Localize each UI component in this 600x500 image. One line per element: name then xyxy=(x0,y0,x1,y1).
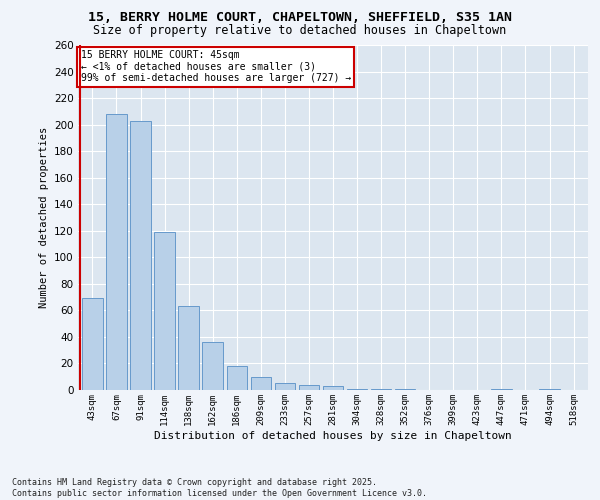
Bar xyxy=(202,342,223,390)
Bar xyxy=(299,384,319,390)
Text: 15 BERRY HOLME COURT: 45sqm
← <1% of detached houses are smaller (3)
99% of semi: 15 BERRY HOLME COURT: 45sqm ← <1% of det… xyxy=(80,50,351,84)
Bar xyxy=(371,388,391,390)
Bar xyxy=(251,376,271,390)
Bar xyxy=(227,366,247,390)
Y-axis label: Number of detached properties: Number of detached properties xyxy=(38,127,49,308)
Bar xyxy=(395,388,415,390)
Bar xyxy=(82,298,103,390)
Bar xyxy=(130,120,151,390)
Bar xyxy=(539,388,560,390)
Text: Contains HM Land Registry data © Crown copyright and database right 2025.
Contai: Contains HM Land Registry data © Crown c… xyxy=(12,478,427,498)
Bar xyxy=(106,114,127,390)
Bar xyxy=(178,306,199,390)
Bar xyxy=(323,386,343,390)
Bar xyxy=(491,388,512,390)
Text: 15, BERRY HOLME COURT, CHAPELTOWN, SHEFFIELD, S35 1AN: 15, BERRY HOLME COURT, CHAPELTOWN, SHEFF… xyxy=(88,11,512,24)
X-axis label: Distribution of detached houses by size in Chapeltown: Distribution of detached houses by size … xyxy=(154,430,512,440)
Text: Size of property relative to detached houses in Chapeltown: Size of property relative to detached ho… xyxy=(94,24,506,37)
Bar xyxy=(154,232,175,390)
Bar xyxy=(275,384,295,390)
Bar xyxy=(347,388,367,390)
